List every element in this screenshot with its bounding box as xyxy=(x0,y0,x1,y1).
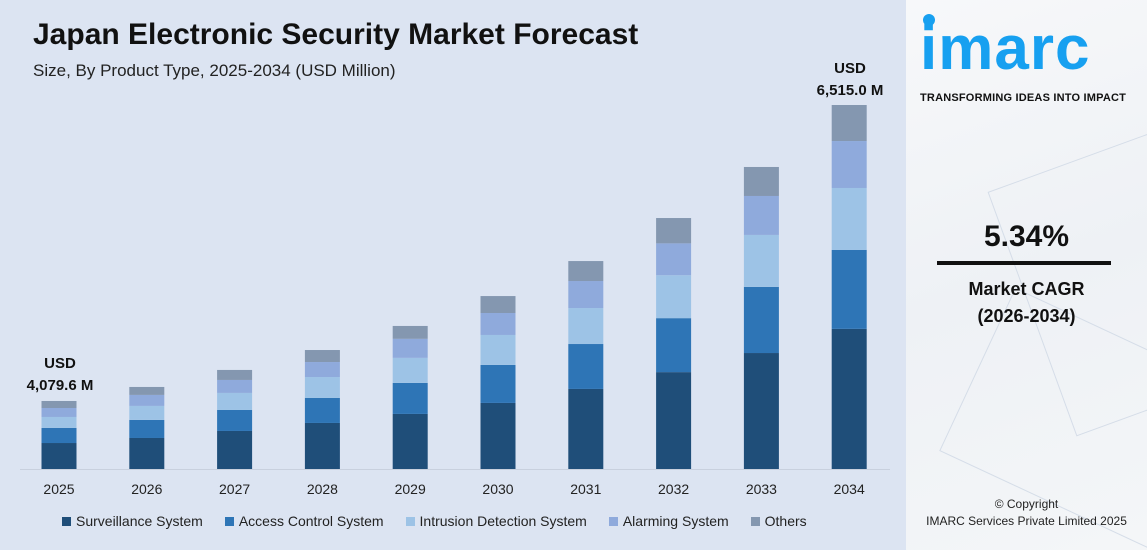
x-tick-label: 2032 xyxy=(658,481,689,497)
x-tick-label: 2034 xyxy=(834,481,865,497)
bar-segment-intrusion-detection-system-2034 xyxy=(831,187,867,250)
chart-title: Japan Electronic Security Market Forecas… xyxy=(33,18,639,51)
cagr-divider xyxy=(937,261,1111,265)
bar-segment-others-2027 xyxy=(217,369,253,380)
stacked-bar-chart: 2025 2026 2027 2028 2029 2030 2031 2032 2033 2034 xyxy=(20,105,890,497)
imarc-logo: imarc xyxy=(920,14,1091,83)
bar-segment-others-2026 xyxy=(129,386,165,395)
bar-segment-surveillance-system-2028 xyxy=(304,422,340,469)
bar-segment-alarming-system-2034 xyxy=(831,141,867,188)
x-tick-label: 2028 xyxy=(307,481,338,497)
bar-segment-intrusion-detection-system-2031 xyxy=(568,308,604,345)
bar-segment-access-control-system-2031 xyxy=(568,344,604,389)
bar-segment-intrusion-detection-system-2028 xyxy=(304,377,340,398)
chart-legend: Surveillance System Access Control System… xyxy=(62,513,807,529)
bar-segment-surveillance-system-2034 xyxy=(831,328,867,469)
legend-swatch xyxy=(750,516,760,526)
copyright: © Copyright xyxy=(994,497,1059,511)
annotation-currency: USD xyxy=(44,355,76,372)
legend-item: Access Control System xyxy=(224,513,384,529)
bar-segment-access-control-system-2025 xyxy=(41,427,77,444)
bar-segment-intrusion-detection-system-2033 xyxy=(743,234,779,287)
legend-item: Surveillance System xyxy=(62,513,203,529)
cagr-value: 5.34% xyxy=(983,220,1070,253)
x-tick-label: 2026 xyxy=(131,481,162,497)
chart-subtitle: Size, By Product Type, 2025-2034 (USD Mi… xyxy=(33,61,396,80)
bar-segment-intrusion-detection-system-2026 xyxy=(129,405,165,420)
annotation-value: 4,079.6 M xyxy=(26,377,94,394)
bar-segment-access-control-system-2027 xyxy=(217,409,253,431)
bar-segment-access-control-system-2026 xyxy=(129,419,165,438)
bar-segment-alarming-system-2028 xyxy=(304,362,340,378)
bar-segment-alarming-system-2032 xyxy=(656,243,692,276)
bar-segment-surveillance-system-2029 xyxy=(392,413,428,469)
bar-segment-intrusion-detection-system-2029 xyxy=(392,357,428,383)
x-tick-label: 2029 xyxy=(395,481,426,497)
annotation-currency: USD xyxy=(834,60,866,77)
bar-segment-surveillance-system-2033 xyxy=(743,353,779,469)
legend-swatch xyxy=(224,516,234,526)
bar-segment-others-2033 xyxy=(743,166,779,196)
bar-segment-alarming-system-2029 xyxy=(392,338,428,358)
x-tick-label: 2027 xyxy=(219,481,250,497)
bar-segment-access-control-system-2029 xyxy=(392,382,428,414)
bar-segment-alarming-system-2030 xyxy=(480,313,516,335)
bar-segment-alarming-system-2027 xyxy=(217,379,253,393)
bar-segment-surveillance-system-2026 xyxy=(129,437,165,469)
x-tick-label: 2033 xyxy=(746,481,777,497)
bar-segment-intrusion-detection-system-2027 xyxy=(217,392,253,410)
bar-segment-intrusion-detection-system-2032 xyxy=(656,275,692,319)
chart-panel: Japan Electronic Security Market Forecas… xyxy=(0,0,906,550)
annotation-value: 6,515.0 M xyxy=(816,82,884,99)
bar-segment-others-2031 xyxy=(568,261,604,282)
bar-segment-others-2032 xyxy=(656,218,692,244)
legend-swatch xyxy=(608,516,618,526)
bar-segment-others-2034 xyxy=(831,105,867,142)
x-tick-label: 2025 xyxy=(43,481,74,497)
bar-segment-alarming-system-2031 xyxy=(568,281,604,309)
bar-segment-alarming-system-2026 xyxy=(129,394,165,406)
legend-label: Alarming System xyxy=(622,513,729,529)
legend-item: Alarming System xyxy=(608,513,729,529)
brand-panel: imarc TRANSFORMING IDEAS INTO IMPACT 5.3… xyxy=(906,0,1147,550)
last-year-annotation: USD 6,515.0 M xyxy=(805,58,895,102)
logo-dot xyxy=(923,14,935,26)
legend-swatch xyxy=(62,516,71,526)
bar-segment-access-control-system-2034 xyxy=(831,249,867,329)
bar-segment-others-2029 xyxy=(392,325,428,339)
cagr-label: Market CAGR xyxy=(968,279,1085,299)
legend-label: Access Control System xyxy=(238,513,384,529)
bar-segment-intrusion-detection-system-2025 xyxy=(41,416,77,428)
bar-segment-alarming-system-2025 xyxy=(41,407,77,417)
bar-segment-access-control-system-2033 xyxy=(743,286,779,354)
bar-segment-access-control-system-2030 xyxy=(480,364,516,403)
bar-segment-others-2028 xyxy=(304,350,340,363)
legend-label: Intrusion Detection System xyxy=(419,513,587,529)
legend-label: Surveillance System xyxy=(76,513,203,529)
bar-segment-alarming-system-2033 xyxy=(743,195,779,235)
bar-segment-access-control-system-2032 xyxy=(656,318,692,373)
bar-segment-surveillance-system-2025 xyxy=(41,443,77,469)
legend-swatch xyxy=(405,516,415,526)
legend-label: Others xyxy=(764,513,807,529)
cagr-period: (2026-2034) xyxy=(977,306,1076,326)
first-year-annotation: USD 4,079.6 M xyxy=(20,353,100,397)
bar-segment-surveillance-system-2027 xyxy=(217,430,253,469)
x-tick-label: 2031 xyxy=(570,481,601,497)
legend-item: Others xyxy=(750,513,807,529)
bar-segment-access-control-system-2028 xyxy=(304,397,340,423)
bar-segment-surveillance-system-2030 xyxy=(480,402,516,469)
bar-segment-others-2030 xyxy=(480,296,516,314)
logo-tagline: TRANSFORMING IDEAS INTO IMPACT xyxy=(920,92,1127,104)
bar-segment-surveillance-system-2032 xyxy=(656,372,692,469)
legend-item: Intrusion Detection System xyxy=(405,513,587,529)
x-tick-label: 2030 xyxy=(482,481,513,497)
bar-segment-surveillance-system-2031 xyxy=(568,388,604,469)
bar-segment-intrusion-detection-system-2030 xyxy=(480,334,516,365)
bar-segment-others-2025 xyxy=(41,400,77,408)
copyright-company: IMARC Services Private Limited 2025 xyxy=(926,514,1127,528)
